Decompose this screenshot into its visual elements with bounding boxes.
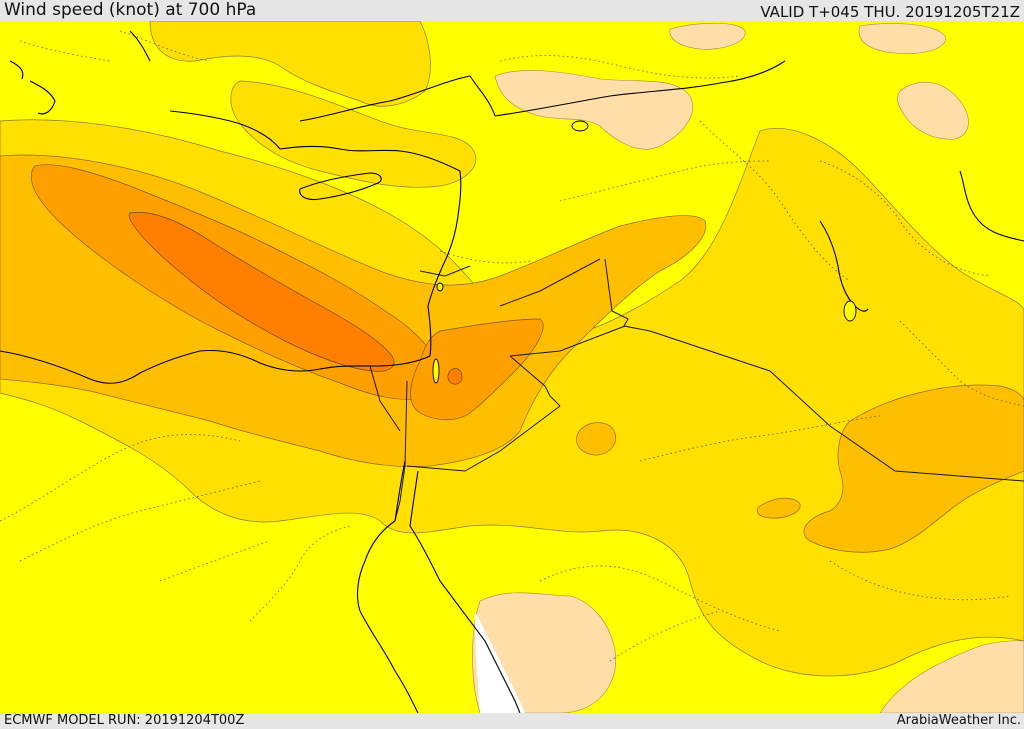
band-4-core — [128, 211, 395, 372]
country-borders — [369, 258, 1024, 522]
lakes — [432, 120, 857, 384]
coastlines — [0, 30, 1024, 713]
band-2-east-blob — [803, 384, 1024, 553]
red-sea-blank — [475, 611, 525, 713]
band-2-egypt-blob — [576, 422, 616, 456]
dotted-contours — [0, 30, 1024, 662]
light-band-patch-north — [494, 70, 693, 150]
light-band-patch-topright — [858, 23, 946, 54]
credit-label: ArabiaWeather Inc. — [896, 713, 1021, 728]
valid-time: VALID T+045 THU. 20191205T21Z — [760, 3, 1020, 21]
band-2-small-blob — [756, 497, 801, 519]
wind-speed-map — [0, 21, 1024, 713]
band-3-middle — [410, 318, 544, 421]
map-title: Wind speed (knot) at 700 hPa — [4, 0, 257, 20]
band-1-region-cyprus-lobe — [230, 80, 477, 188]
footer-bar: ECMWF MODEL RUN: 20191204T00Z ArabiaWeat… — [0, 713, 1024, 729]
band-1-region-north — [149, 21, 431, 107]
model-run: ECMWF MODEL RUN: 20191204T00Z — [4, 713, 245, 728]
band-4-small — [447, 368, 463, 385]
map-canvas — [0, 21, 1024, 713]
light-band-patch-top — [669, 22, 746, 50]
title-bar: Wind speed (knot) at 700 hPa VALID T+045… — [0, 0, 1024, 21]
light-band-patch-northeast — [897, 82, 969, 140]
